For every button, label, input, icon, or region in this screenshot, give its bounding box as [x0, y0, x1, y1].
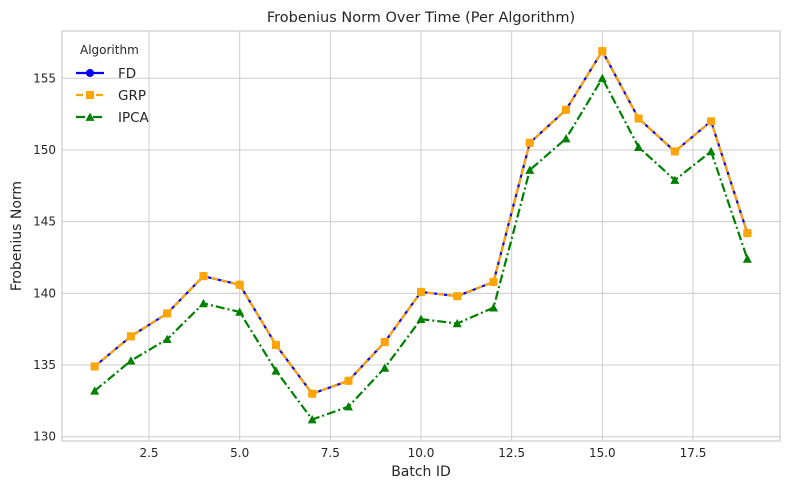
x-tick-label: 15.0 [589, 446, 616, 460]
legend-title: Algorithm [80, 43, 139, 57]
data-point-grp [562, 105, 571, 114]
y-tick-label: 140 [33, 286, 56, 300]
series [90, 47, 752, 424]
legend-marker-ipca [85, 112, 95, 121]
y-tick-label: 145 [33, 215, 56, 229]
data-point-grp [308, 389, 317, 398]
data-point-ipca [742, 254, 752, 263]
data-point-grp [235, 280, 244, 289]
data-point-ipca [561, 134, 571, 143]
data-point-grp [453, 292, 462, 301]
data-point-ipca [126, 356, 136, 365]
x-tick-label: 7.5 [321, 446, 340, 460]
legend-item-grp: GRP [76, 88, 146, 104]
data-point-ipca [380, 363, 390, 372]
tick-labels: 2.5 5.0 7.5 10.0 12.5 15.0 17.5 130 135 140 145 150… [33, 71, 706, 460]
x-tick-label: 2.5 [139, 446, 158, 460]
series-grp [90, 47, 752, 398]
data-point-grp [598, 47, 607, 56]
data-point-grp [670, 147, 679, 156]
x-tick-label: 10.0 [408, 446, 435, 460]
data-point-ipca [416, 314, 426, 323]
data-point-ipca [198, 298, 208, 308]
data-point-grp [417, 287, 425, 296]
data-point-ipca [307, 414, 317, 424]
x-tick-label: 17.5 [680, 446, 707, 460]
data-point-ipca [597, 73, 607, 83]
data-point-grp [199, 272, 208, 281]
data-point-grp [525, 138, 534, 147]
data-point-ipca [706, 146, 716, 156]
legend-marker-grp [86, 91, 94, 99]
data-point-ipca [670, 175, 680, 184]
legend-label-grp: GRP [118, 88, 146, 104]
legend-item-ipca: IPCA [76, 110, 150, 126]
x-axis-label: Batch ID [391, 464, 451, 480]
legend-label-ipca: IPCA [118, 110, 150, 126]
data-point-ipca [235, 307, 245, 316]
y-tick-label: 150 [33, 143, 56, 157]
y-tick-label: 130 [33, 430, 56, 444]
x-tick-label: 5.0 [230, 446, 249, 460]
data-point-ipca [90, 386, 100, 395]
data-point-grp [380, 338, 389, 347]
y-axis-label: Frobenius Norm [9, 181, 25, 291]
data-point-ipca [634, 142, 644, 151]
legend-marker-fd [86, 69, 94, 77]
legend-label-fd: FD [118, 66, 136, 82]
y-tick-label: 155 [33, 71, 56, 85]
data-point-ipca [343, 402, 353, 411]
data-point-ipca [271, 366, 281, 375]
y-tick-label: 135 [33, 358, 56, 372]
data-point-ipca [162, 334, 172, 344]
data-point-grp [634, 114, 643, 123]
legend-item-fd: FD [76, 66, 136, 82]
data-point-ipca [525, 165, 535, 174]
legend: Algorithm FD GRP IPCA [76, 43, 150, 126]
data-point-grp [489, 277, 498, 286]
chart-title: Frobenius Norm Over Time (Per Algorithm) [267, 10, 575, 26]
data-point-grp [344, 376, 353, 385]
plot-frame [61, 30, 781, 442]
data-point-grp [707, 117, 716, 126]
data-point-grp [163, 309, 172, 318]
data-point-ipca [452, 318, 462, 328]
x-tick-label: 12.5 [498, 446, 525, 460]
series-ipca [90, 73, 752, 424]
data-point-grp [271, 340, 280, 349]
data-point-grp [90, 362, 99, 371]
data-point-grp [743, 229, 752, 238]
data-point-grp [126, 332, 135, 341]
grid [62, 31, 780, 441]
data-point-ipca [489, 303, 499, 312]
